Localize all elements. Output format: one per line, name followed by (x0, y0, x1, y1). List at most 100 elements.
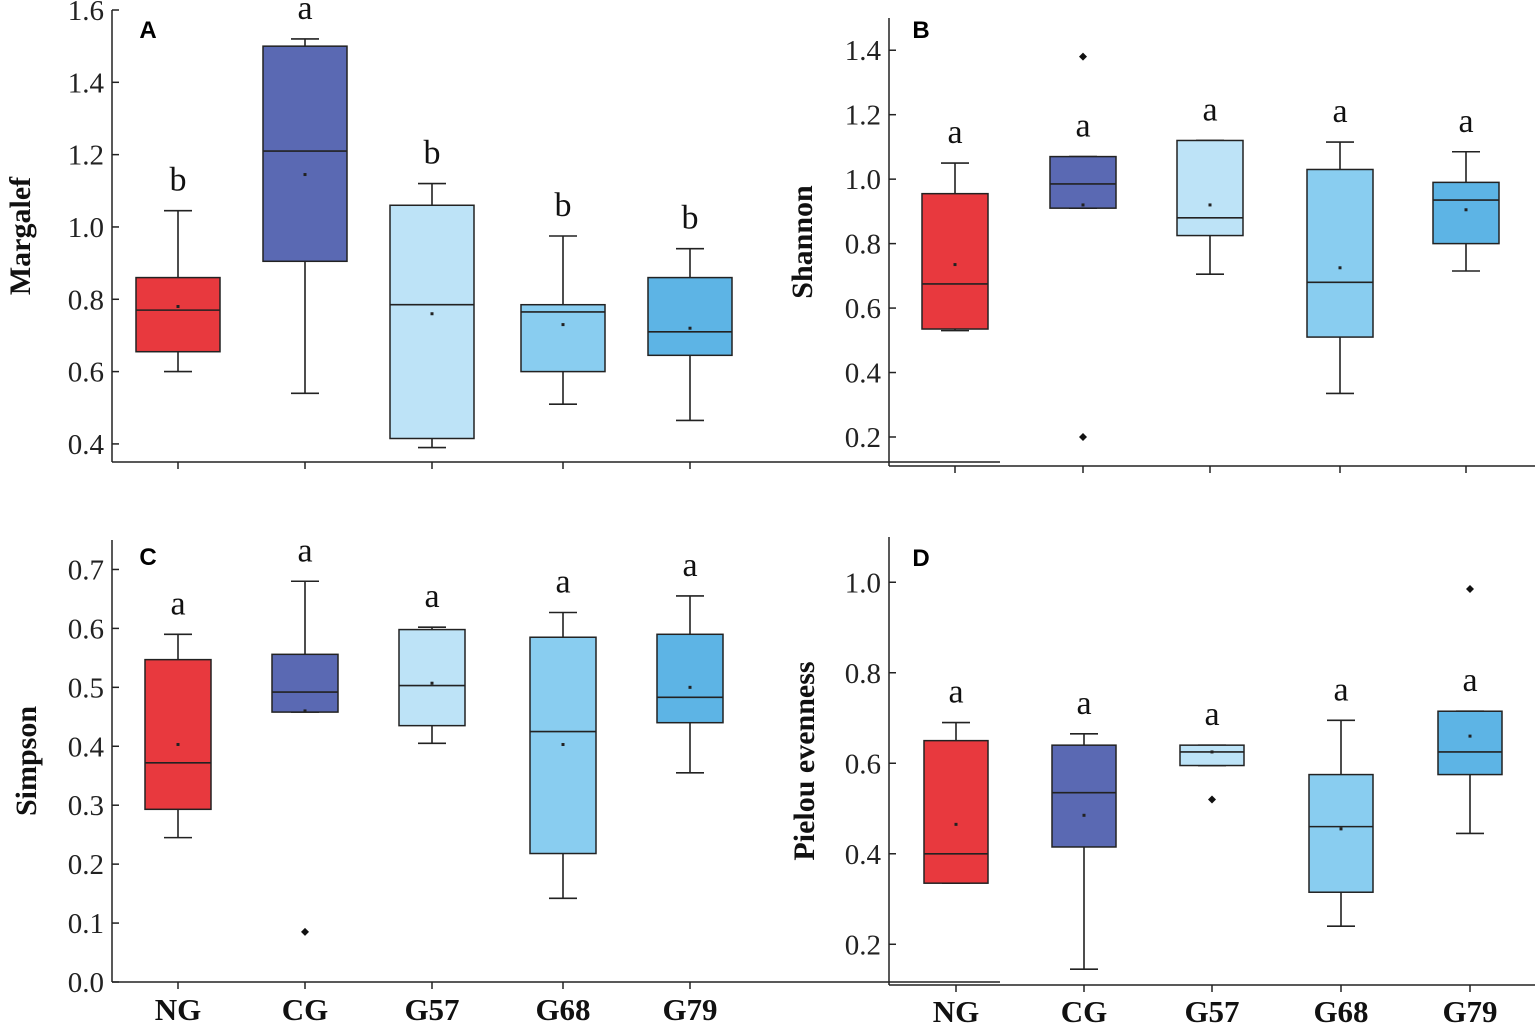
outlier-point (1079, 432, 1087, 441)
y-axis-title: Pielou evenness (788, 661, 821, 860)
iqr-box (262, 45, 348, 263)
panel-b: 0.2 0.4 0.6 0.8 1.0 1.2 1.4 Shannon Ba a a a a (786, 17, 1535, 473)
y-tick-label: 0.2 (845, 422, 881, 454)
iqr-box (1432, 181, 1500, 245)
significance-letter: a (682, 547, 697, 584)
panel-c: 0.0 0.1 0.2 0.3 0.4 0.5 0.6 0.7 Simpson C NG CG G57 G… (10, 532, 1000, 1023)
y-tick-label: 0.6 (845, 293, 881, 325)
mean-marker (176, 742, 180, 746)
box-plot-g68: b (520, 187, 606, 405)
panel-letter: B (912, 17, 929, 44)
x-category-label: CG (1061, 994, 1108, 1023)
box-plot-g68: a (529, 563, 597, 900)
significance-letter: a (297, 0, 312, 27)
box-plot-g79: b (647, 200, 733, 422)
iqr-box (1176, 139, 1244, 237)
mean-marker (1339, 827, 1343, 831)
significance-letter: a (170, 585, 185, 622)
iqr-box (389, 204, 475, 440)
iqr-box (1437, 710, 1503, 776)
box-plot-g57: a (398, 578, 466, 745)
mean-marker (1081, 203, 1085, 207)
significance-letter: a (555, 563, 570, 600)
mean-marker (303, 709, 307, 713)
x-category-label: G79 (1442, 994, 1497, 1023)
y-tick-label: 0.2 (845, 929, 881, 961)
iqr-box (520, 303, 606, 373)
y-tick-label: 1.4 (68, 67, 105, 99)
y-tick-label: 0.6 (68, 613, 104, 645)
iqr-box (1179, 744, 1245, 767)
mean-marker (1208, 203, 1212, 207)
box-plot-g79: a (656, 547, 724, 774)
y-axis-title: Margalef (4, 176, 37, 295)
y-tick-label: 0.2 (68, 849, 104, 881)
y-tick-label: 1.2 (845, 100, 881, 132)
mean-marker (561, 323, 565, 327)
iqr-box (1051, 744, 1117, 848)
box-plot-g57: b (389, 135, 475, 449)
y-tick-label: 1.6 (68, 0, 104, 27)
iqr-box (1049, 155, 1117, 209)
significance-letter: a (1462, 662, 1477, 699)
y-tick-label: 0.4 (845, 839, 882, 871)
y-axis-title: Shannon (786, 185, 819, 299)
box-plot-ng: b (135, 162, 221, 373)
mean-marker (1464, 208, 1468, 212)
box-plot-g57: a (1179, 696, 1245, 804)
x-category-label: G79 (662, 992, 717, 1023)
y-tick-label: 0.4 (68, 429, 105, 461)
box-plot-g68: a (1308, 671, 1374, 927)
x-category-label: G57 (404, 992, 459, 1023)
y-tick-label: 1.4 (845, 35, 882, 67)
iqr-box (135, 276, 221, 353)
x-category-label: G68 (1313, 994, 1368, 1023)
significance-letter: a (1458, 103, 1473, 140)
significance-letter: a (1332, 93, 1347, 130)
iqr-box (271, 653, 339, 713)
outlier-point (301, 927, 309, 936)
panel-d: 0.2 0.4 0.6 0.8 1.0 Pielou evenness D NG CG G57 G6… (788, 537, 1535, 1023)
iqr-box (647, 276, 733, 357)
y-tick-label: 0.5 (68, 672, 104, 704)
mean-marker (953, 263, 957, 267)
y-tick-label: 1.0 (68, 212, 104, 244)
significance-letter: a (1076, 685, 1091, 722)
y-axis-title: Simpson (10, 706, 43, 816)
mean-marker (1338, 266, 1342, 270)
mean-marker (430, 681, 434, 685)
significance-letter: a (1333, 671, 1348, 708)
iqr-box (656, 633, 724, 724)
outlier-point (1208, 795, 1216, 804)
panel-letter: C (139, 544, 156, 571)
iqr-box (1308, 773, 1374, 893)
y-tick-label: 0.6 (845, 748, 881, 780)
mean-marker (688, 685, 692, 689)
box-plot-g57: a (1176, 91, 1244, 276)
significance-letter: a (948, 674, 963, 711)
mean-marker (688, 326, 692, 330)
significance-letter: b (424, 135, 441, 172)
y-tick-label: 0.4 (845, 358, 882, 390)
box-plot-ng: a (923, 674, 989, 884)
significance-letter: a (1075, 108, 1090, 145)
y-tick-label: 0.3 (68, 790, 104, 822)
box-plot-ng: a (921, 114, 989, 332)
y-tick-label: 0.8 (845, 658, 881, 690)
y-tick-label: 0.8 (845, 229, 881, 261)
significance-letter: a (424, 578, 439, 615)
mean-marker (303, 173, 307, 177)
mean-marker (430, 312, 434, 316)
y-tick-label: 0.7 (68, 554, 104, 586)
y-tick-label: 1.2 (68, 140, 104, 172)
x-category-label: G57 (1184, 994, 1239, 1023)
mean-marker (1210, 750, 1214, 754)
y-tick-label: 0.6 (68, 357, 104, 389)
iqr-box (144, 658, 212, 811)
mean-marker (1082, 813, 1086, 817)
y-tick-label: 0.1 (68, 908, 104, 940)
box-plot-g68: a (1306, 93, 1374, 395)
outlier-point (1079, 52, 1087, 61)
box-plot-cg: a (271, 532, 339, 936)
